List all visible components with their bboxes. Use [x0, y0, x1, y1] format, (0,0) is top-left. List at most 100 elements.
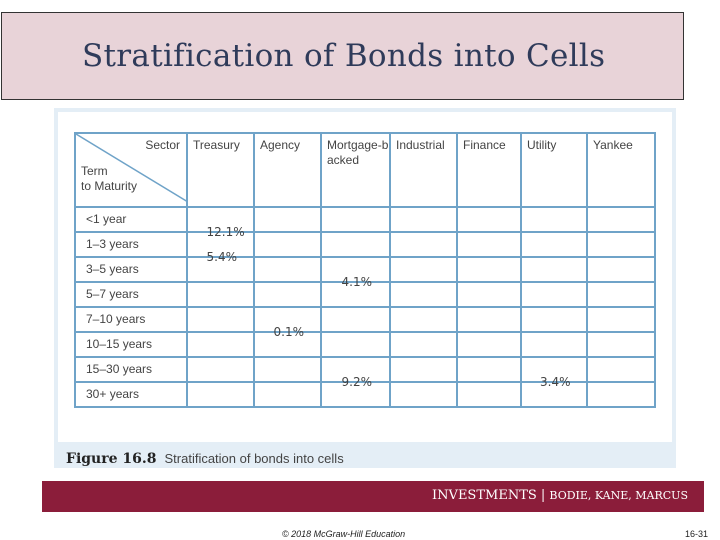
table-cell [586, 306, 656, 333]
banner-authors: BODIE, KANE, MARCUS [549, 489, 688, 502]
table-row: 7–10 years [74, 306, 656, 333]
column-header-agency: Agency [253, 132, 322, 208]
footer-banner: INVESTMENTS | BODIE, KANE, MARCUS [42, 481, 704, 512]
table-cell [586, 281, 656, 308]
cell-value: 9.2% [341, 375, 373, 389]
table-cell [253, 331, 322, 358]
row-label: 15–30 years [74, 356, 188, 383]
table-row: <1 year [74, 206, 656, 233]
column-header-finance: Finance [456, 132, 522, 208]
table-cell [389, 281, 458, 308]
table-cell [186, 281, 255, 308]
table-cell [586, 381, 656, 408]
table-cell [456, 331, 522, 358]
table-cell [586, 331, 656, 358]
figure-caption: Figure 16.8 Stratification of bonds into … [66, 448, 344, 467]
table-cell [320, 381, 391, 408]
table-cell [520, 206, 588, 233]
table-cell [520, 306, 588, 333]
table-cell [253, 381, 322, 408]
table-cell [520, 256, 588, 283]
table-cell [389, 231, 458, 258]
row-label: 7–10 years [74, 306, 188, 333]
term-label-line1: Term [81, 164, 108, 178]
row-label: <1 year [74, 206, 188, 233]
table-cell [586, 206, 656, 233]
table-cell [186, 256, 255, 283]
figure-caption-text: Stratification of bonds into cells [164, 451, 344, 466]
cell-value: 0.1% [273, 325, 305, 339]
table-cell [320, 306, 391, 333]
table-cell [456, 306, 522, 333]
copyright-text: © 2018 McGraw-Hill Education [282, 529, 406, 539]
table-row: 30+ years [74, 381, 656, 408]
term-label: Term to Maturity [81, 164, 137, 194]
banner-investments: INVESTMENTS | [432, 488, 550, 503]
table-cell [320, 331, 391, 358]
figure-panel: Sector Term to Maturity Treasury Agency M… [58, 112, 672, 442]
table-cell [456, 256, 522, 283]
table-cell [253, 356, 322, 383]
table-row: 10–15 years [74, 331, 656, 358]
table-cell [456, 231, 522, 258]
column-header-yankee: Yankee [586, 132, 656, 208]
table-cell [520, 356, 588, 383]
table-cell [520, 381, 588, 408]
table-cell [253, 206, 322, 233]
table-cell [186, 306, 255, 333]
row-label: 30+ years [74, 381, 188, 408]
column-header-mortgage-backed: Mortgage-backed [320, 132, 391, 208]
column-header-industrial: Industrial [389, 132, 458, 208]
banner-text: INVESTMENTS | BODIE, KANE, MARCUS [432, 488, 688, 503]
table-row: 15–30 years [74, 356, 656, 383]
table-cell [186, 331, 255, 358]
row-label: 3–5 years [74, 256, 188, 283]
table-cell [520, 331, 588, 358]
table-cell [253, 256, 322, 283]
corner-diagonal-line [76, 134, 188, 202]
table-cell [389, 256, 458, 283]
table-cell [186, 231, 255, 258]
table-cell [586, 231, 656, 258]
table-cell [520, 281, 588, 308]
table-row: 5–7 years [74, 281, 656, 308]
table-cell [456, 381, 522, 408]
table-row: 3–5 years [74, 256, 656, 283]
row-label: 5–7 years [74, 281, 188, 308]
table-cell [520, 231, 588, 258]
table-cell [186, 356, 255, 383]
figure-label: Figure 16.8 [66, 451, 157, 467]
cell-value: 5.4% [206, 250, 238, 264]
figure-container: Sector Term to Maturity Treasury Agency M… [54, 108, 676, 468]
row-label: 1–3 years [74, 231, 188, 258]
column-header-utility: Utility [520, 132, 588, 208]
table-cell [320, 206, 391, 233]
table-cell [586, 256, 656, 283]
table-cell [253, 231, 322, 258]
slide-title: Stratification of Bonds into Cells [82, 38, 606, 74]
table-cell [253, 306, 322, 333]
table-cell [456, 356, 522, 383]
column-header-treasury: Treasury [186, 132, 255, 208]
title-box [1, 12, 684, 100]
cell-value: 12.1% [206, 225, 245, 239]
row-label: 10–15 years [74, 331, 188, 358]
table-cell [586, 356, 656, 383]
table-cell [320, 231, 391, 258]
table-cell [320, 281, 391, 308]
table-cell [389, 306, 458, 333]
term-label-line2: to Maturity [81, 179, 138, 193]
table-row: 1–3 years [74, 231, 656, 258]
table-cell [186, 206, 255, 233]
table-cell [456, 206, 522, 233]
table-cell [389, 356, 458, 383]
sector-label: Sector [145, 138, 180, 152]
cell-value: 3.4% [540, 375, 571, 389]
table-cell [253, 281, 322, 308]
table-corner-header: Sector Term to Maturity [74, 132, 188, 208]
table-cell [389, 331, 458, 358]
slide-number: 16-31 [684, 529, 708, 539]
table-cell [186, 381, 255, 408]
table-cell [320, 256, 391, 283]
table-cell [320, 356, 391, 383]
